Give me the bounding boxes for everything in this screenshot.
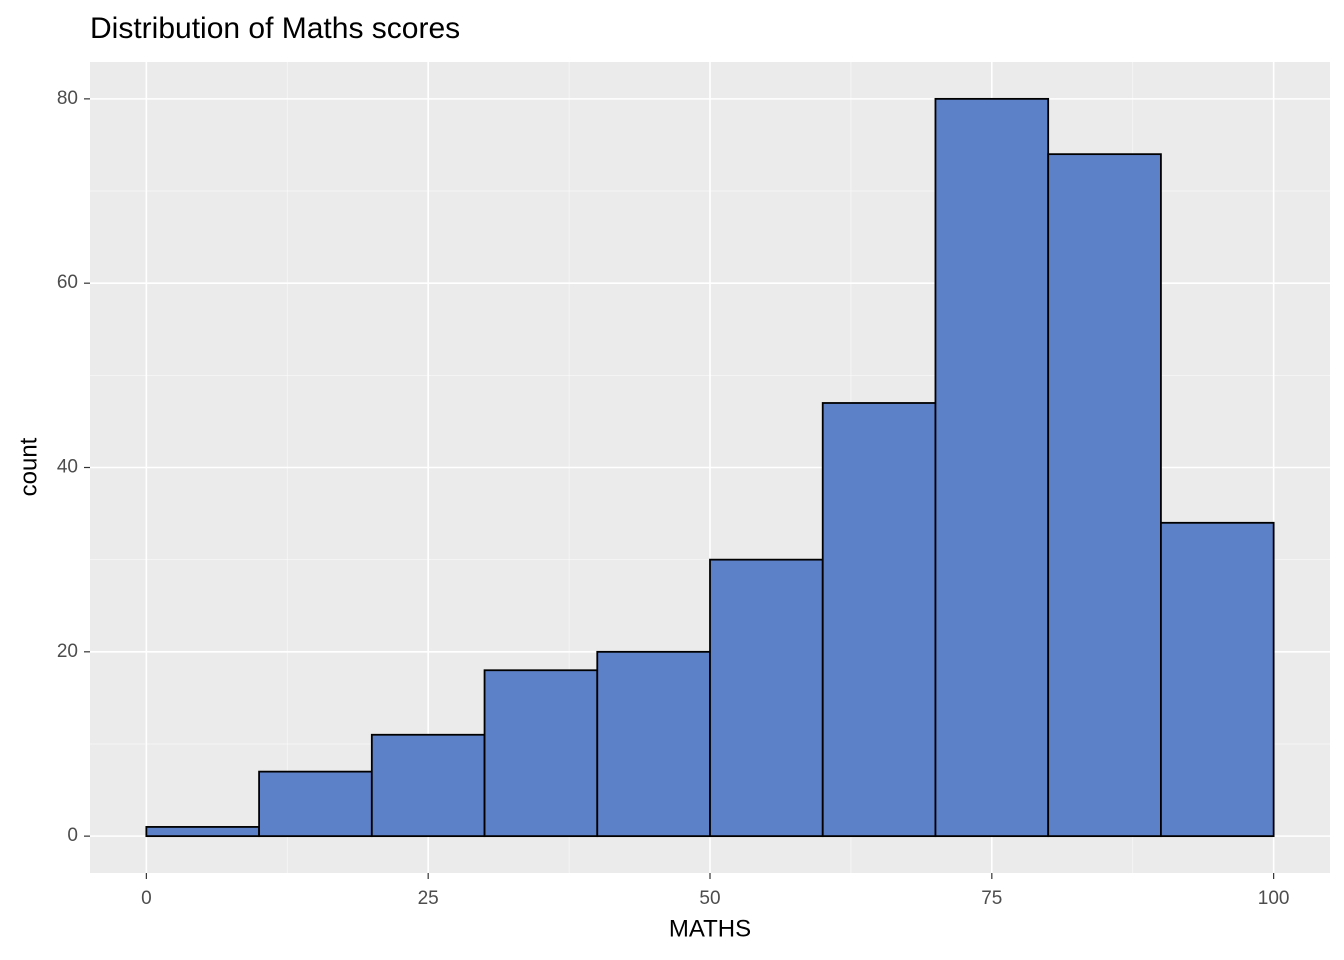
x-tick-label: 75 xyxy=(981,888,1002,909)
y-tick-label: 80 xyxy=(57,88,78,109)
bar xyxy=(370,733,486,838)
y-tick-label: 20 xyxy=(57,641,78,662)
x-tick-label: 25 xyxy=(418,888,439,909)
x-axis-title: MATHS xyxy=(669,915,751,942)
bar xyxy=(934,97,1050,838)
bar xyxy=(258,770,373,838)
bar xyxy=(1160,521,1275,838)
bar xyxy=(483,669,599,838)
bar xyxy=(821,402,937,838)
y-tick-label: 60 xyxy=(57,272,78,293)
bar xyxy=(145,826,260,838)
bar xyxy=(1047,153,1162,838)
chart-title: Distribution of Maths scores xyxy=(90,12,460,45)
y-tick-label: 0 xyxy=(67,825,78,846)
x-tick-label: 50 xyxy=(699,888,720,909)
x-tick-label: 0 xyxy=(141,888,152,909)
y-tick-label: 40 xyxy=(57,457,78,478)
y-axis-title: count xyxy=(15,437,42,496)
bar xyxy=(709,558,824,838)
x-tick-label: 100 xyxy=(1258,888,1290,909)
bar xyxy=(596,650,711,838)
